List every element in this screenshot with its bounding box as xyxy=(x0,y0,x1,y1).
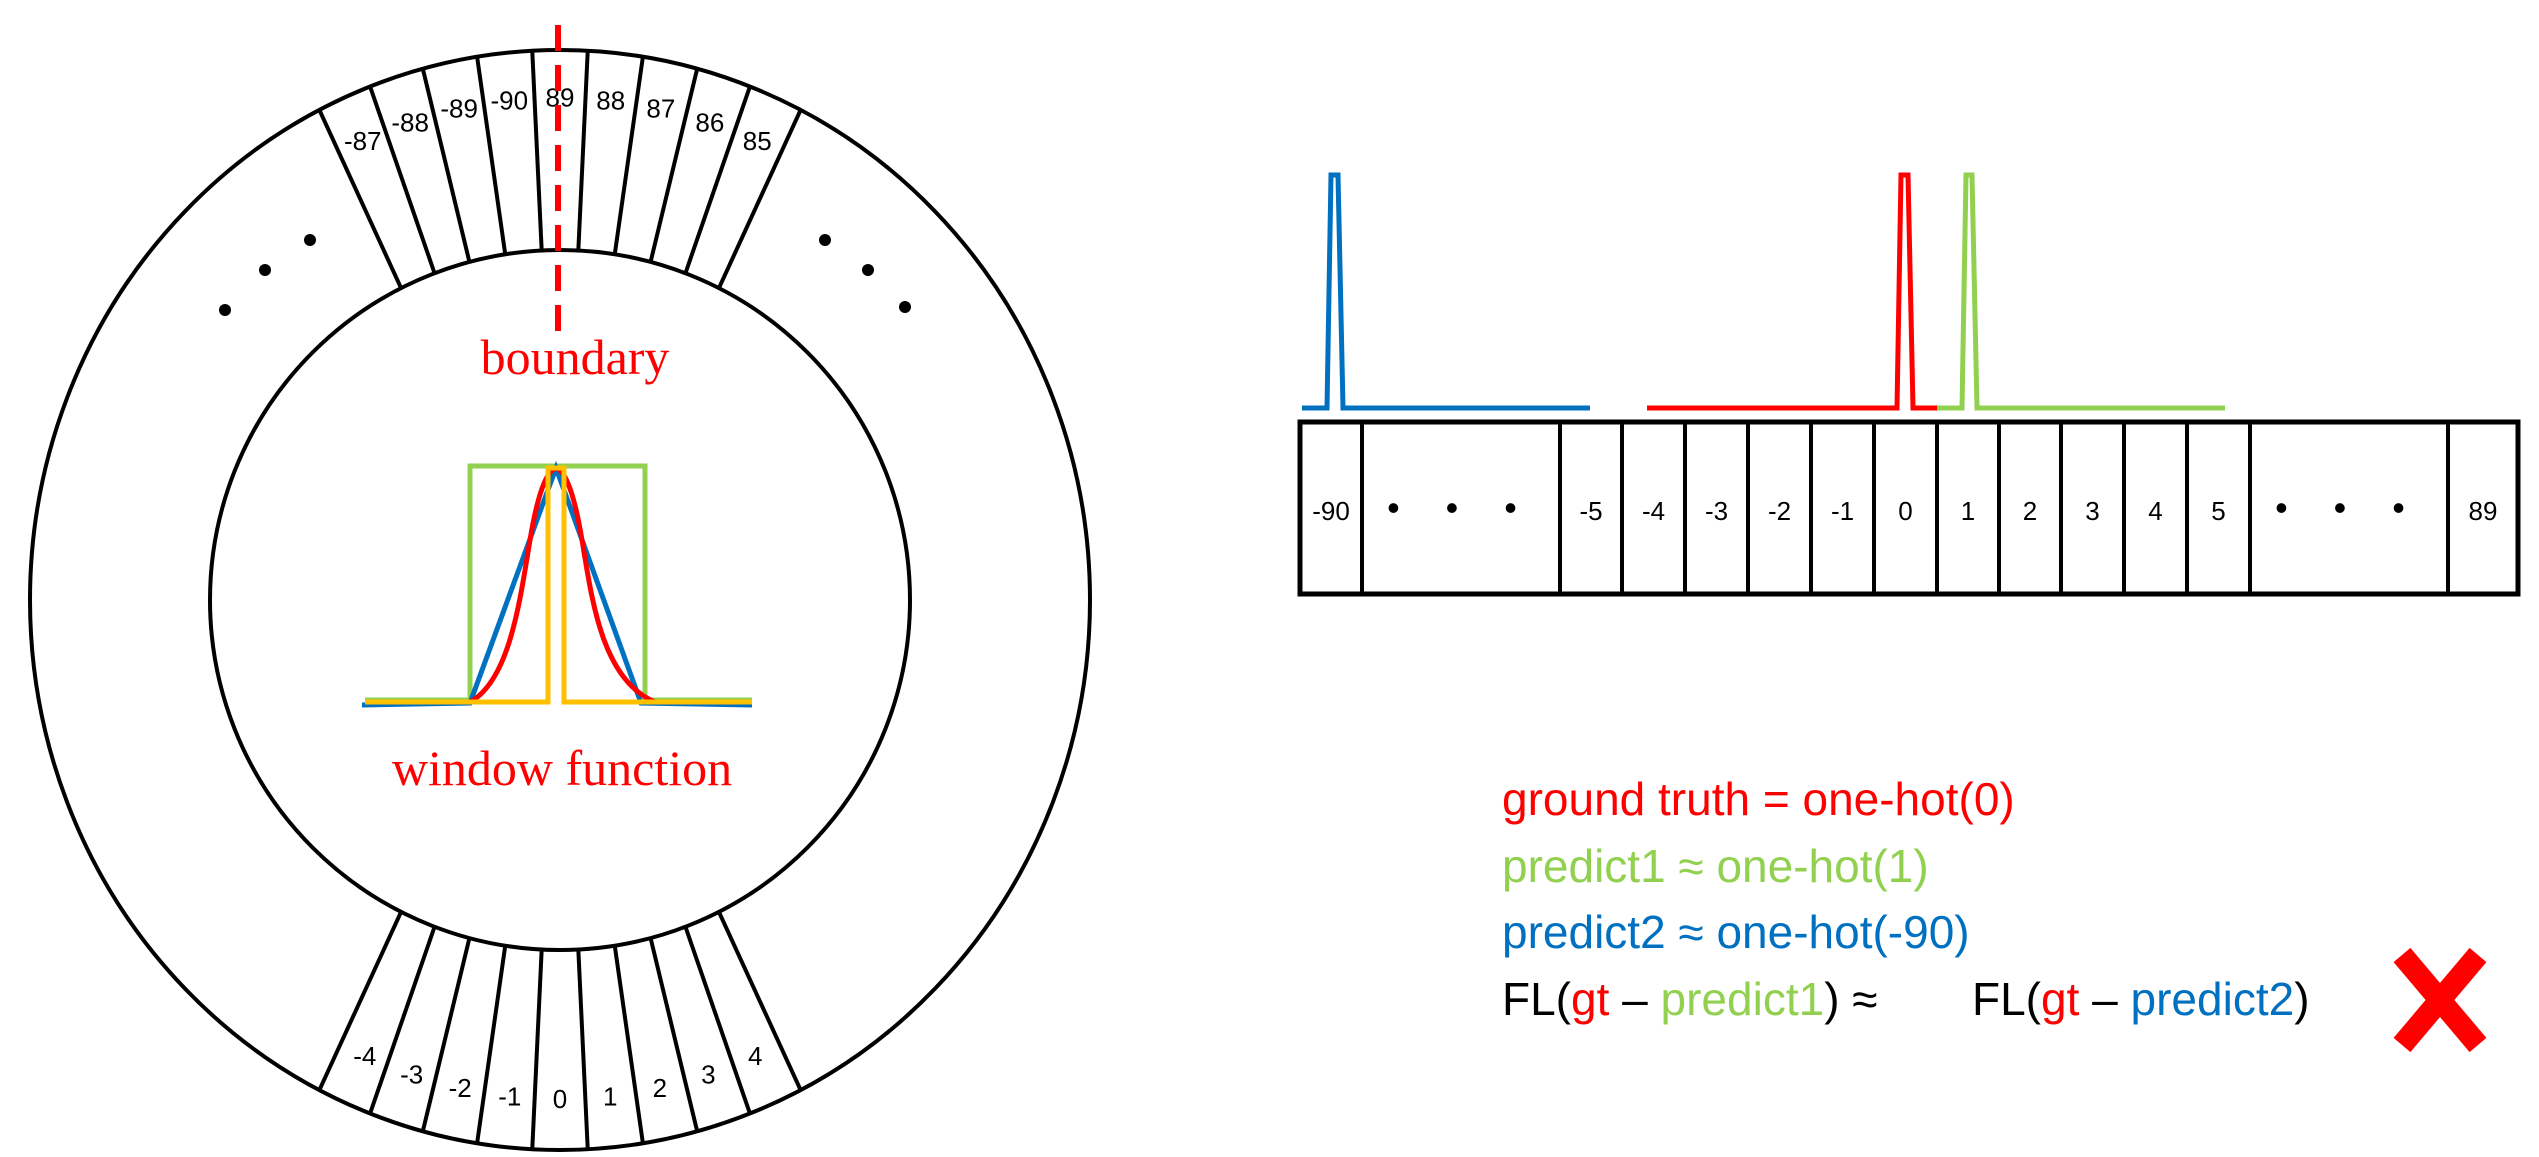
ring-top-bin-label: -90 xyxy=(491,85,529,115)
ring-top-bin-divider xyxy=(530,50,544,251)
legend-ground-truth: ground truth = one-hot(0) xyxy=(1502,773,2015,825)
predict1-green-curve xyxy=(1937,172,2225,411)
eq-close-2: ) xyxy=(2294,973,2309,1025)
strip-cell-label: 1 xyxy=(1961,496,1975,526)
cross-mark-icon xyxy=(2393,947,2487,1053)
eq-gt-1: gt xyxy=(1571,973,1610,1025)
strip-cell-label: 3 xyxy=(2085,496,2099,526)
strip-cell-label: -3 xyxy=(1705,496,1728,526)
ring-bottom-bin-divider xyxy=(530,949,544,1150)
eq-predict1: predict1 xyxy=(1661,973,1825,1025)
strip-cell-label: 4 xyxy=(2148,496,2162,526)
legend: ground truth = one-hot(0) predict1 ≈ one… xyxy=(1502,773,2487,1053)
legend-predict2: predict2 ≈ one-hot(-90) xyxy=(1502,906,1970,958)
ring-bottom-bin-divider xyxy=(475,945,508,1144)
eq-dash-1: – xyxy=(1609,973,1660,1025)
predict2-blue-curve xyxy=(1302,172,1590,411)
ground-truth-red-curve xyxy=(1647,172,1937,411)
ring-ellipsis-left xyxy=(219,234,316,316)
strip-cell-label: 89 xyxy=(2469,496,2498,526)
ring-bottom-bin-divider xyxy=(648,937,700,1132)
ring-top-bin-divider xyxy=(317,109,403,289)
ring-top-bin-divider xyxy=(683,85,752,274)
ring-top-bin-divider xyxy=(475,56,508,255)
ring-bottom-bin-divider xyxy=(717,911,803,1091)
ring-bottom-bin-divider xyxy=(420,937,472,1132)
ring-top-bin-divider xyxy=(576,50,590,251)
ring-bottom-bin-divider xyxy=(612,945,645,1144)
ring-bottom-bin-label: 0 xyxy=(553,1084,567,1114)
ring-top-bin-label: 87 xyxy=(646,94,675,124)
ring-bottom-bin-label: -3 xyxy=(400,1060,423,1090)
window-rect-curve xyxy=(365,463,752,703)
ring-top-bin-label: -87 xyxy=(344,126,382,156)
ring-bottom-bin-label: -4 xyxy=(353,1041,376,1071)
eq-gt-2: gt xyxy=(2041,973,2080,1025)
strip-cell-label: -5 xyxy=(1579,496,1602,526)
ring-top-bin-label: -88 xyxy=(391,107,429,137)
ring-bottom-bin-label: -1 xyxy=(498,1081,521,1111)
window-function-label: window function xyxy=(392,740,732,796)
ring-top-bin-label: 88 xyxy=(596,85,625,115)
ring-top-bin-label: 85 xyxy=(743,126,772,156)
window-pulse-curve xyxy=(365,465,752,705)
strip-cell-label: -90 xyxy=(1312,496,1350,526)
legend-equation: FL(gt – predict1) ≈ FL(gt – predict2) xyxy=(1502,973,2310,1025)
strip-border xyxy=(1297,419,2521,597)
ring-bottom-bin-label: 4 xyxy=(748,1041,762,1071)
strip-cell-label: -2 xyxy=(1768,496,1791,526)
eq-approx: ) ≈ xyxy=(1824,973,1877,1025)
one-hot-strip: -90 • • • -5 -4 -3 -2 -1 0 1 2 3 4 5 • • • 89 xyxy=(1297,172,2521,597)
window-triangle-curve xyxy=(361,460,753,708)
ring-bottom-bin-label: 1 xyxy=(603,1081,617,1111)
eq-fl-2: FL( xyxy=(1972,973,2042,1025)
ring-bottom-bin-label: 3 xyxy=(701,1060,715,1090)
ring-top-bin-divider xyxy=(648,68,700,263)
strip-cell-label: -1 xyxy=(1831,496,1854,526)
eq-predict2: predict2 xyxy=(2131,973,2295,1025)
ring-bottom-bin-divider xyxy=(683,926,752,1115)
ring-bottom-bin-divider xyxy=(576,949,590,1150)
ring-top-bin-label: -89 xyxy=(440,94,478,124)
ring-bottom-bin-divider xyxy=(368,926,437,1115)
legend-predict1: predict1 ≈ one-hot(1) xyxy=(1502,840,1929,892)
strip-ellipsis: • • • xyxy=(1387,487,1535,528)
boundary-label: boundary xyxy=(481,329,670,385)
strip-ellipsis: • • • xyxy=(2275,487,2423,528)
ring-top-bin-divider xyxy=(612,56,645,255)
eq-fl-1: FL( xyxy=(1502,973,1572,1025)
window-function-plot xyxy=(361,460,753,708)
ring-bottom-bin-label: -2 xyxy=(449,1073,472,1103)
ring-ellipsis-right xyxy=(819,234,911,313)
strip-cell-label: 0 xyxy=(1898,496,1912,526)
ring-outer-circle xyxy=(28,48,1092,1152)
ring-bottom-bins: -4 -3 -2 -1 0 1 2 3 4 xyxy=(317,911,803,1150)
strip-cell-label: 5 xyxy=(2211,496,2225,526)
ring-top-bin-divider xyxy=(368,85,437,274)
ring-bottom-bin-label: 2 xyxy=(653,1073,667,1103)
strip-cell-label: -4 xyxy=(1642,496,1665,526)
eq-dash-2: – xyxy=(2079,973,2130,1025)
strip-cells: -90 • • • -5 -4 -3 -2 -1 0 1 2 3 4 5 • • • 89 xyxy=(1312,422,2497,594)
ring-bottom-bin-divider xyxy=(317,911,403,1091)
ring-top-bin-divider xyxy=(420,68,472,263)
ring-top-bin-divider xyxy=(717,109,803,289)
ring-top-bin-label: 86 xyxy=(695,107,724,137)
strip-cell-label: 2 xyxy=(2023,496,2037,526)
